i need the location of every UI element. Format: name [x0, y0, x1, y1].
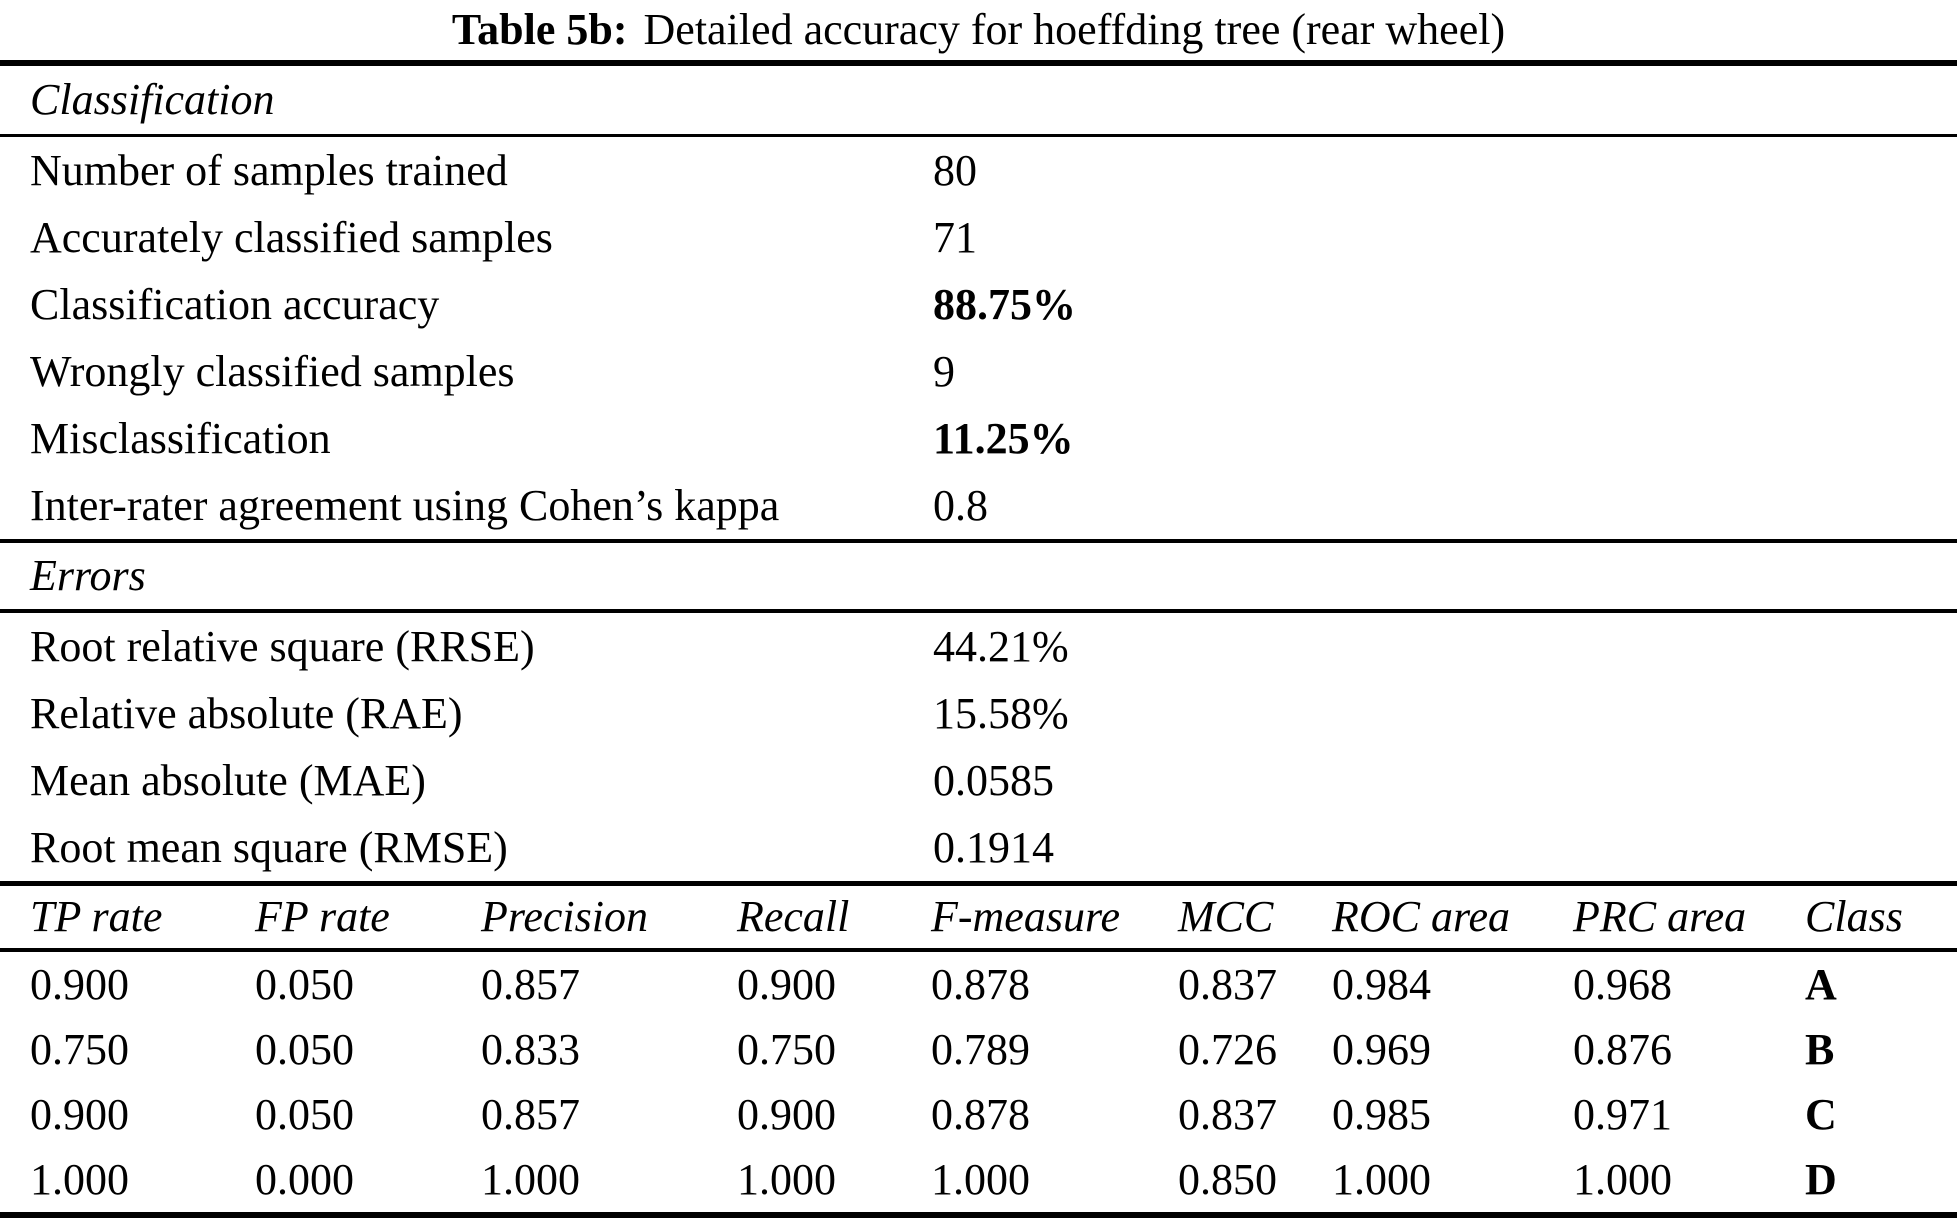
column-header-mcc: MCC: [1178, 892, 1274, 941]
metric-value: 44.21%: [933, 621, 1069, 671]
metric-cell: 0.878: [931, 1089, 1030, 1139]
metric-cell: 0.857: [481, 959, 580, 1009]
metric-cell: 1.000: [481, 1154, 580, 1204]
metric-row: Inter-rater agreement using Cohen’s kapp…: [0, 472, 1957, 539]
metric-value: 0.1914: [933, 822, 1054, 872]
metric-label: Misclassification: [30, 413, 331, 463]
per-class-metrics-body: 0.900 0.050 0.857 0.900 0.878 0.837 0.98…: [0, 952, 1957, 1212]
metric-cell: 0.050: [255, 1024, 354, 1074]
metric-value: 0.0585: [933, 755, 1054, 805]
class-label: A: [1805, 959, 1837, 1009]
metric-row: Number of samples trained 80: [0, 137, 1957, 204]
metric-cell: 0.984: [1332, 959, 1431, 1009]
table-caption-text: Detailed accuracy for hoeffding tree (re…: [643, 5, 1506, 54]
metric-cell: 0.000: [255, 1154, 354, 1204]
metric-row: Root mean square (RMSE) 0.1914: [0, 814, 1957, 881]
metric-cell: 0.837: [1178, 1089, 1277, 1139]
per-class-metrics-row: 1.000 0.000 1.000 1.000 1.000 0.850 1.00…: [0, 1147, 1957, 1212]
metric-row: Accurately classified samples 71: [0, 204, 1957, 271]
horizontal-rule: [0, 539, 1957, 543]
metric-cell: 0.750: [30, 1024, 129, 1074]
metric-cell: 0.789: [931, 1024, 1030, 1074]
metric-cell: 1.000: [1573, 1154, 1672, 1204]
metric-cell: 0.850: [1178, 1154, 1277, 1204]
classification-section: Number of samples trained 80 Accurately …: [0, 137, 1957, 539]
metric-label: Root mean square (RMSE): [30, 822, 508, 872]
metric-label: Relative absolute (RAE): [30, 688, 463, 738]
metric-row: Mean absolute (MAE) 0.0585: [0, 747, 1957, 814]
metric-label: Wrongly classified samples: [30, 346, 515, 396]
per-class-metrics-header-row: TP rate FP rate Precision Recall F-measu…: [0, 886, 1957, 948]
errors-section: Root relative square (RRSE) 44.21% Relat…: [0, 613, 1957, 881]
metric-row: Relative absolute (RAE) 15.58%: [0, 680, 1957, 747]
metric-cell: 0.876: [1573, 1024, 1672, 1074]
metric-row: Misclassification 11.25%: [0, 405, 1957, 472]
horizontal-rule: [0, 948, 1957, 952]
column-header-tp-rate: TP rate: [30, 892, 163, 941]
metric-label: Inter-rater agreement using Cohen’s kapp…: [30, 480, 780, 530]
section-header-label: Errors: [30, 551, 146, 600]
metric-cell: 0.971: [1573, 1089, 1672, 1139]
class-label: B: [1805, 1024, 1835, 1074]
metric-cell: 1.000: [931, 1154, 1030, 1204]
metric-value: 0.8: [933, 480, 988, 530]
horizontal-rule-top: [0, 60, 1957, 66]
metric-row: Classification accuracy 88.75%: [0, 271, 1957, 338]
metric-cell: 0.900: [737, 959, 836, 1009]
per-class-metrics-row: 0.900 0.050 0.857 0.900 0.878 0.837 0.98…: [0, 952, 1957, 1017]
class-label: C: [1805, 1089, 1837, 1139]
horizontal-rule: [0, 609, 1957, 613]
metric-value: 11.25%: [933, 413, 1074, 463]
metric-cell: 1.000: [737, 1154, 836, 1204]
horizontal-rule: [0, 134, 1957, 137]
metric-label: Root relative square (RRSE): [30, 621, 535, 671]
per-class-metrics-row: 0.750 0.050 0.833 0.750 0.789 0.726 0.96…: [0, 1017, 1957, 1082]
metric-label: Number of samples trained: [30, 145, 508, 195]
metric-label: Classification accuracy: [30, 279, 440, 329]
metric-cell: 0.050: [255, 959, 354, 1009]
horizontal-rule-bottom: [0, 1212, 1957, 1218]
column-header-roc-area: ROC area: [1332, 892, 1511, 941]
metric-value: 80: [933, 145, 977, 195]
per-class-metrics-row: 0.900 0.050 0.857 0.900 0.878 0.837 0.98…: [0, 1082, 1957, 1147]
metric-label: Mean absolute (MAE): [30, 755, 426, 805]
column-header-recall: Recall: [737, 892, 850, 941]
table-caption-label: Table 5b:: [451, 5, 628, 54]
metric-value: 15.58%: [933, 688, 1069, 738]
metric-value: 88.75%: [933, 279, 1076, 329]
metric-value: 9: [933, 346, 955, 396]
metric-cell: 0.878: [931, 959, 1030, 1009]
section-header-errors: Errors: [0, 543, 1957, 609]
table-caption: Table 5b: Detailed accuracy for hoeffdin…: [0, 0, 1957, 60]
metric-cell: 0.857: [481, 1089, 580, 1139]
metric-cell: 0.050: [255, 1089, 354, 1139]
column-header-prc-area: PRC area: [1573, 892, 1747, 941]
metric-cell: 0.837: [1178, 959, 1277, 1009]
metric-cell: 0.900: [30, 959, 129, 1009]
metric-cell: 1.000: [1332, 1154, 1431, 1204]
column-header-class: Class: [1805, 892, 1903, 941]
metric-cell: 0.900: [30, 1089, 129, 1139]
column-header-fp-rate: FP rate: [255, 892, 390, 941]
section-header-label: Classification: [30, 75, 275, 124]
metric-cell: 0.985: [1332, 1089, 1431, 1139]
metric-cell: 1.000: [30, 1154, 129, 1204]
metric-cell: 0.968: [1573, 959, 1672, 1009]
metric-cell: 0.969: [1332, 1024, 1431, 1074]
section-header-classification: Classification: [0, 66, 1957, 134]
metric-row: Wrongly classified samples 9: [0, 338, 1957, 405]
horizontal-rule: [0, 881, 1957, 886]
metric-label: Accurately classified samples: [30, 212, 553, 262]
metric-value: 71: [933, 212, 977, 262]
column-header-f-measure: F-measure: [931, 892, 1120, 941]
class-label: D: [1805, 1154, 1837, 1204]
metric-row: Root relative square (RRSE) 44.21%: [0, 613, 1957, 680]
metric-cell: 0.750: [737, 1024, 836, 1074]
metric-cell: 0.726: [1178, 1024, 1277, 1074]
metric-cell: 0.900: [737, 1089, 836, 1139]
metric-cell: 0.833: [481, 1024, 580, 1074]
column-header-precision: Precision: [481, 892, 648, 941]
